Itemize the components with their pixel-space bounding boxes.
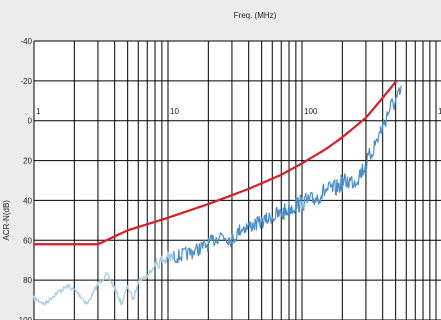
series-line-1 bbox=[173, 85, 402, 264]
y-tick-label: 100 bbox=[19, 316, 33, 320]
grid bbox=[33, 40, 441, 320]
y-tick-label: 80 bbox=[23, 276, 32, 285]
series-line-1-low bbox=[33, 250, 179, 306]
series-line-0 bbox=[32, 80, 397, 246]
x-tick-label: 100 bbox=[304, 107, 318, 116]
y-axis-label: ACR-N(dB) bbox=[2, 200, 11, 241]
y-tick-label: -40 bbox=[20, 37, 32, 46]
y-tick-label: 60 bbox=[23, 236, 32, 245]
y-tick-label: 0 bbox=[28, 117, 33, 126]
x-tick-labels: 1 10 100 1000 bbox=[36, 107, 441, 116]
y-tick-label: -20 bbox=[20, 77, 32, 86]
series-group bbox=[32, 80, 402, 306]
y-tick-label: 40 bbox=[23, 196, 32, 205]
y-tick-labels: -40 -20 0 20 40 60 80 100 bbox=[19, 37, 33, 320]
chart-title: Freq. (MHz) bbox=[234, 11, 277, 20]
x-tick-label: 1 bbox=[36, 107, 41, 116]
x-tick-label: 1000 bbox=[438, 107, 441, 116]
y-tick-label: 20 bbox=[23, 157, 32, 166]
plot-area bbox=[34, 41, 441, 320]
x-tick-label: 10 bbox=[170, 107, 179, 116]
